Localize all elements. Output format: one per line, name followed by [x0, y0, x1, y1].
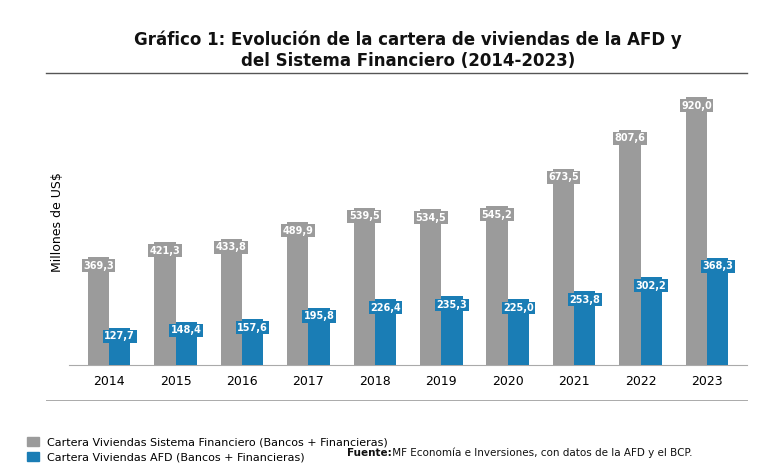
Bar [287, 222, 309, 365]
Text: 235,3: 235,3 [437, 300, 467, 310]
Text: 225,0: 225,0 [503, 303, 534, 313]
Bar [641, 277, 662, 365]
Text: MF Economía e Inversiones, con datos de la AFD y el BCP.: MF Economía e Inversiones, con datos de … [389, 447, 692, 458]
Bar [353, 208, 375, 365]
Text: 195,8: 195,8 [303, 312, 334, 322]
Bar [619, 130, 641, 365]
Bar [242, 319, 263, 365]
Title: Gráfico 1: Evolución de la cartera de viviendas de la AFD y
del Sistema Financie: Gráfico 1: Evolución de la cartera de vi… [134, 30, 682, 70]
Bar [507, 300, 529, 365]
Text: 534,5: 534,5 [415, 213, 446, 223]
Text: 226,4: 226,4 [370, 303, 401, 313]
Bar [441, 297, 463, 365]
Bar [420, 209, 441, 365]
Bar [707, 258, 728, 365]
Bar [221, 239, 242, 365]
Text: 369,3: 369,3 [83, 261, 114, 271]
Text: 368,3: 368,3 [702, 261, 733, 271]
Bar [574, 291, 595, 365]
Text: 253,8: 253,8 [569, 294, 601, 305]
Bar [154, 242, 176, 365]
Bar [553, 169, 574, 365]
Text: 157,6: 157,6 [237, 322, 268, 333]
Y-axis label: Millones de US$: Millones de US$ [51, 172, 64, 272]
Bar [487, 206, 507, 365]
Text: 421,3: 421,3 [149, 246, 180, 256]
Bar [375, 299, 396, 365]
Text: 302,2: 302,2 [636, 280, 667, 291]
Bar [88, 257, 109, 365]
Bar [309, 308, 330, 365]
Bar [109, 328, 130, 365]
Text: 807,6: 807,6 [614, 133, 645, 143]
Text: 489,9: 489,9 [283, 226, 313, 236]
Bar [176, 322, 197, 365]
Text: Fuente:: Fuente: [346, 448, 391, 458]
Text: 433,8: 433,8 [216, 242, 247, 252]
Text: 545,2: 545,2 [482, 210, 513, 219]
Text: 673,5: 673,5 [548, 172, 579, 183]
Legend: Cartera Viviendas Sistema Financiero (Bancos + Financieras), Cartera Viviendas A: Cartera Viviendas Sistema Financiero (Ba… [28, 437, 388, 462]
Text: 539,5: 539,5 [349, 212, 380, 221]
Text: 148,4: 148,4 [171, 325, 202, 335]
Text: 127,7: 127,7 [105, 331, 136, 341]
Text: 920,0: 920,0 [681, 101, 711, 110]
Bar [686, 97, 707, 365]
